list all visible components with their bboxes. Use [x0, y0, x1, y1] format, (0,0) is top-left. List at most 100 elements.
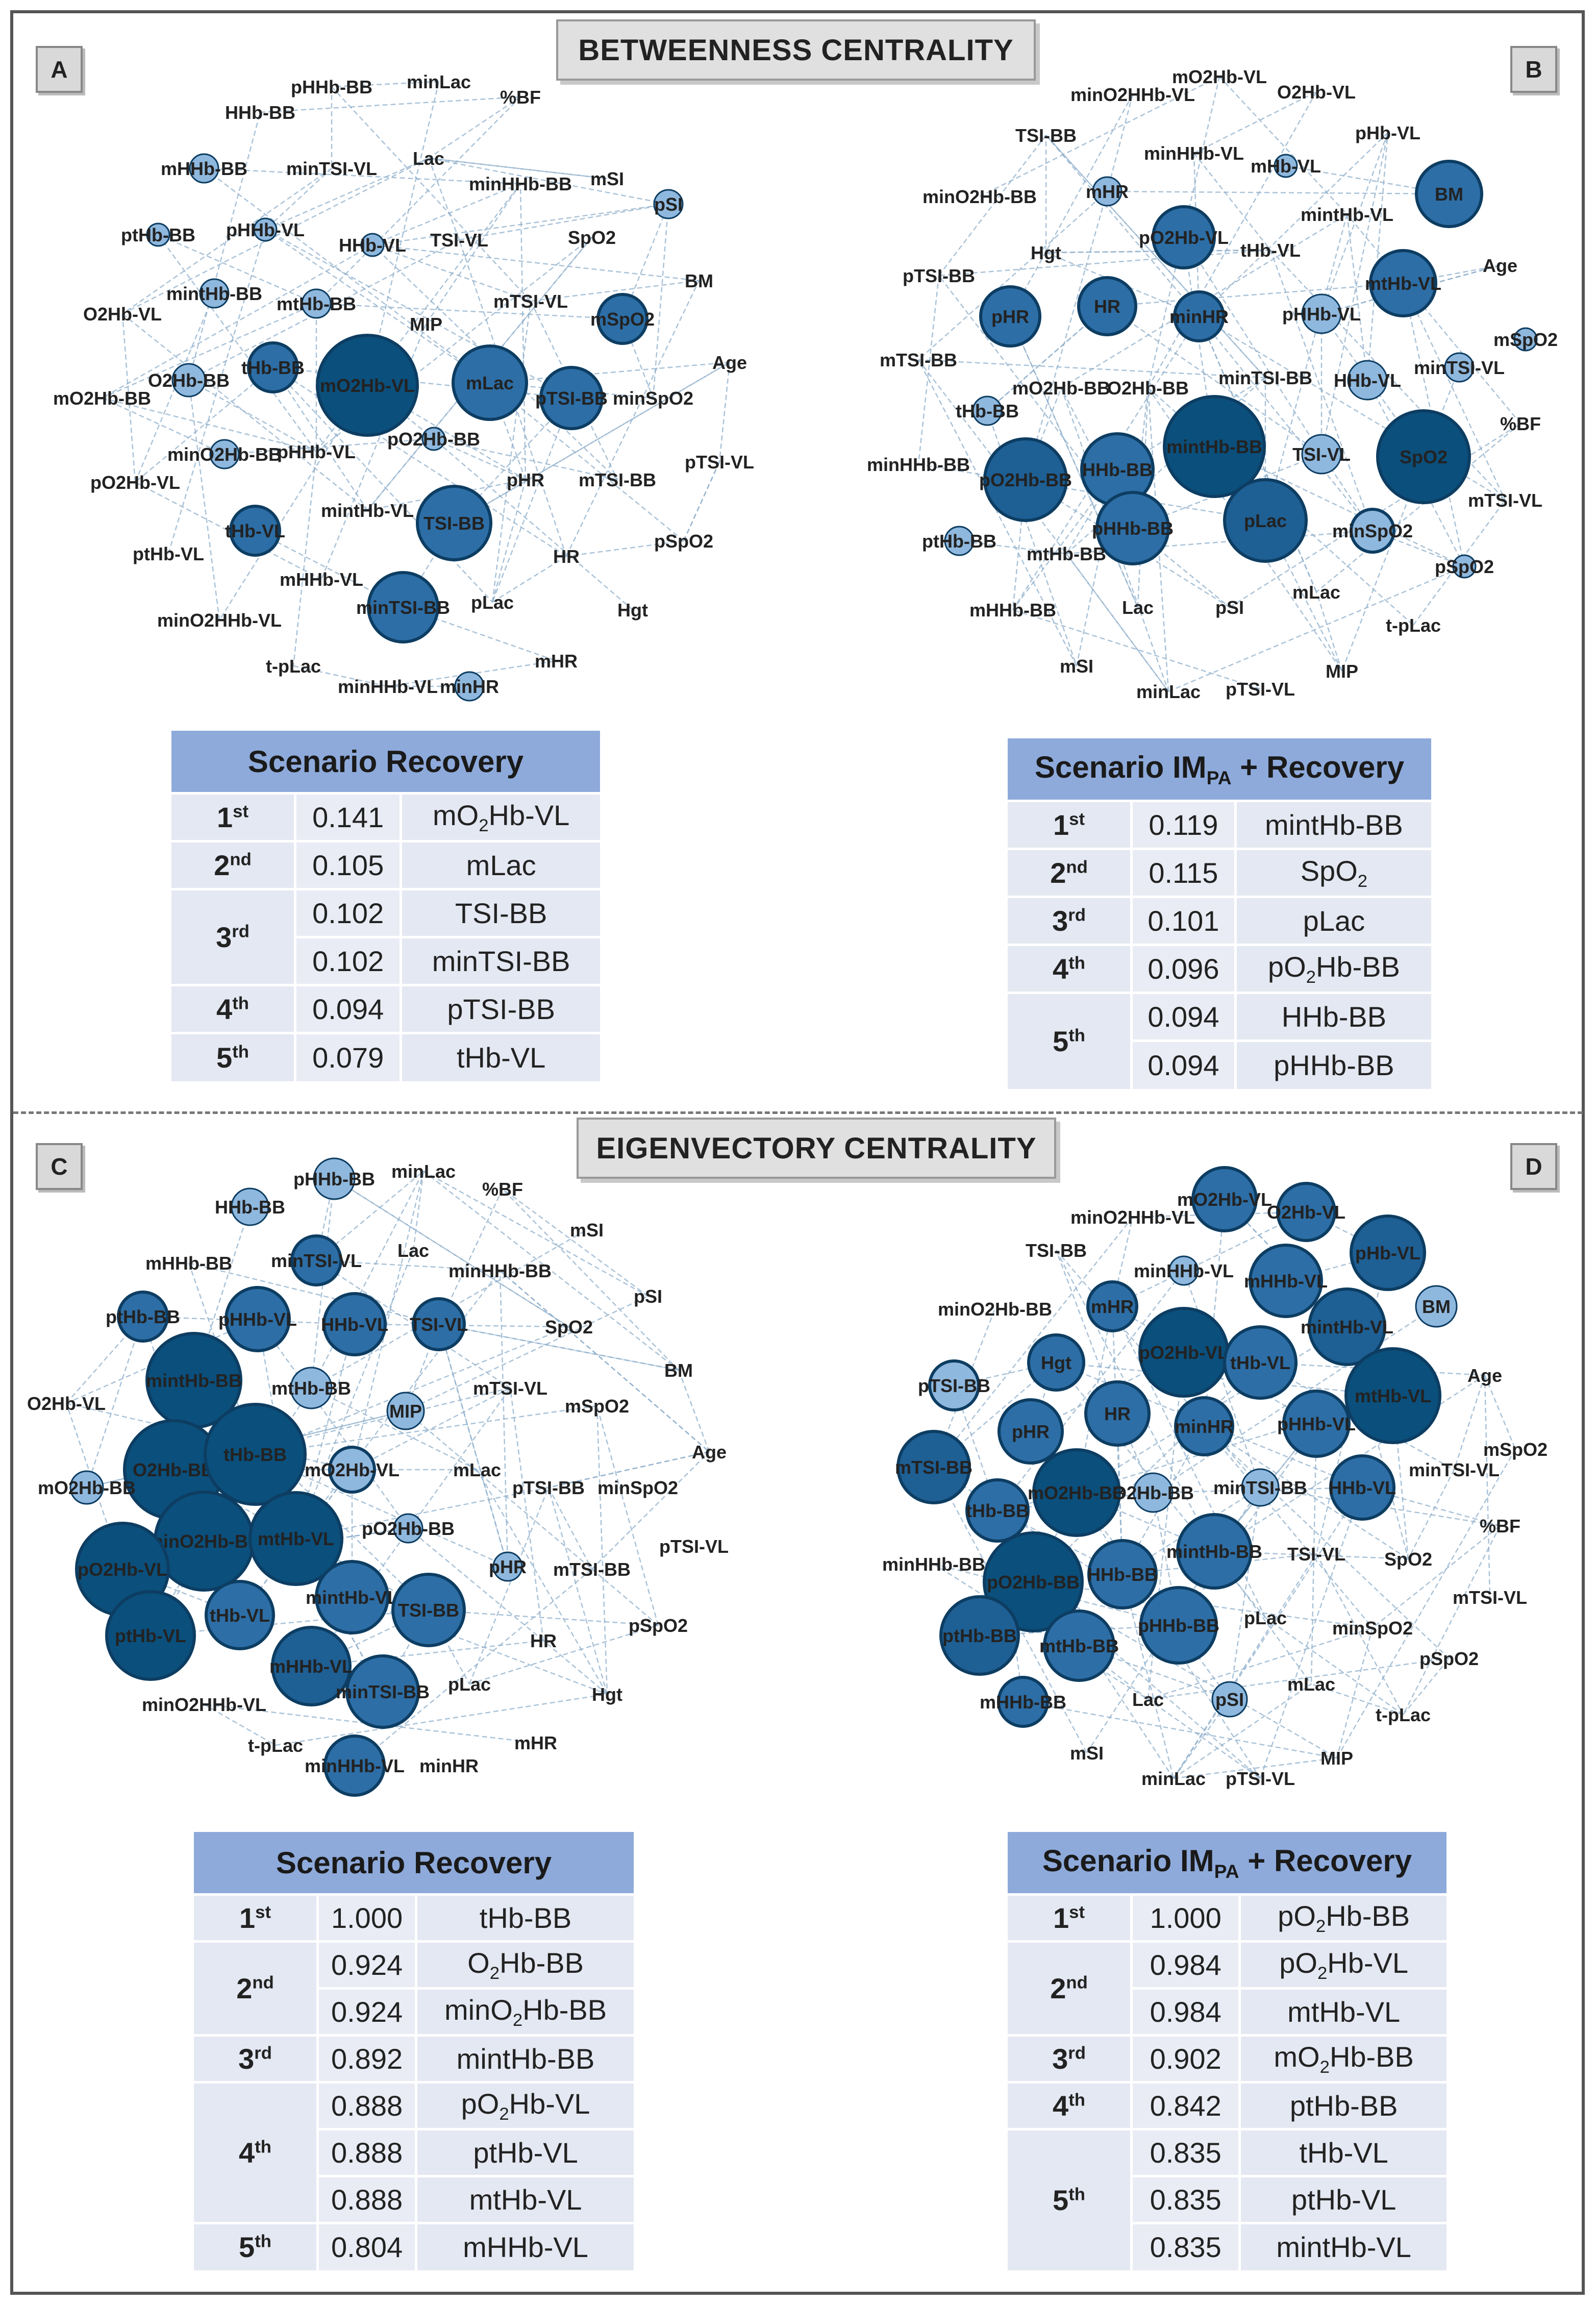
node-label: mSpO2	[1483, 1439, 1548, 1460]
value-cell: 0.924	[316, 1987, 416, 2036]
edge	[102, 397, 317, 453]
rank-cell: 5th	[1008, 2128, 1132, 2270]
section-divider	[13, 1111, 1583, 1114]
node-mo2hb-bb	[1032, 1448, 1121, 1537]
node-mip	[386, 1392, 425, 1430]
node-label: HHb-VL	[1329, 1477, 1396, 1498]
variable-name: ptHb-VL	[473, 2137, 578, 2169]
node-label: pTSI-VL	[685, 452, 754, 473]
node-phr	[997, 1398, 1064, 1465]
edge	[1199, 132, 1388, 317]
edge	[1045, 135, 1266, 378]
node-label: Lac	[413, 148, 444, 169]
node-label: minO2Hb-BB	[167, 444, 282, 465]
edge	[1204, 1426, 1373, 1628]
table-betweenness-recovery: Scenario Recovery 1st 0.141 mO2Hb-VL 2nd 0.1…	[171, 731, 600, 1081]
rank-cell: 5th	[171, 1032, 295, 1081]
node-label: mHHb-BB	[969, 600, 1056, 621]
variable-name: minTSI-BB	[432, 945, 570, 977]
node-label: pHR	[1012, 1421, 1050, 1442]
node-label: tHb-BB	[956, 401, 1019, 422]
node-pthb-bb	[117, 1291, 169, 1343]
edge	[933, 1217, 1133, 1468]
node-label: HHb-BB	[1082, 459, 1153, 480]
edge	[316, 303, 623, 320]
node-mhr	[1092, 176, 1123, 207]
edge	[316, 1259, 501, 1272]
node-label: pO2Hb-BB	[387, 429, 480, 450]
edge	[1132, 1211, 1307, 1218]
node-label: mO2Hb-VL	[1172, 66, 1267, 87]
edge	[224, 438, 434, 455]
value-cell: 0.835	[1130, 2222, 1240, 2270]
node-thb-bb	[247, 341, 299, 393]
node-thb-vl	[205, 1580, 275, 1650]
variable-cell: TSI-BB	[400, 888, 600, 937]
edge	[405, 1295, 649, 1412]
value-cell: 0.892	[316, 2034, 416, 2083]
edge	[316, 183, 521, 452]
edge	[1183, 1270, 1261, 1488]
variable-cell: ptHb-VL	[415, 2128, 634, 2176]
rank-number: 2	[1050, 857, 1066, 889]
variable-suffix: Hb-BB	[1315, 950, 1400, 983]
edge	[621, 318, 654, 399]
node-minhr	[454, 671, 485, 702]
node-bm	[1415, 1285, 1458, 1328]
edge	[311, 1640, 544, 1667]
node-label: pTSI-BB	[512, 1477, 585, 1498]
edge	[1453, 1375, 1486, 1470]
edge	[530, 280, 700, 302]
node-label: minTSI-BB	[1218, 367, 1312, 388]
value-cell: 1.000	[316, 1893, 416, 1942]
node-label: mtHb-BB	[271, 1378, 351, 1399]
rank-cell: 4th	[194, 2081, 318, 2223]
edge	[596, 1405, 659, 1626]
node-po2hb-bb	[393, 1513, 423, 1544]
node-label: minLac	[407, 71, 471, 92]
node-label: BM	[1435, 184, 1463, 205]
edge	[372, 183, 521, 246]
node-label: minTSI-BB	[336, 1681, 430, 1702]
node-label: mHR	[514, 1732, 557, 1753]
table-row: 5th 0.079 tHb-VL	[171, 1032, 600, 1081]
edge	[372, 244, 531, 302]
node-phhb-vl	[225, 1286, 291, 1352]
edge	[1204, 1426, 1450, 1659]
node-label: pHHb-VL	[1282, 304, 1361, 325]
node-hhb-vl	[1329, 1454, 1395, 1521]
table-betweenness-impa-recovery: Scenario IMPA + Recovery 1st 0.119 mintHb-…	[1008, 738, 1431, 1089]
rank-suffix: nd	[230, 850, 252, 870]
variable-cell: mintHb-BB	[415, 2034, 634, 2083]
variable-cell: HHb-BB	[1234, 992, 1431, 1041]
node-label: pTSI-VL	[1226, 679, 1295, 700]
node-label: minTSI-VL	[1409, 1459, 1500, 1480]
node-label: HR	[553, 546, 580, 567]
node-label: SpO2	[1384, 1549, 1432, 1570]
edge	[188, 112, 261, 381]
node-label: pLac	[1244, 510, 1287, 531]
edge	[1403, 1658, 1450, 1715]
variable-subscript: 2	[1317, 1964, 1328, 1984]
table-row: 2nd 0.105 mLac	[171, 840, 600, 889]
node-label: mTSI-BB	[880, 350, 957, 370]
node-label: mO2Hb-BB	[53, 388, 151, 409]
node-label: mSI	[590, 168, 624, 189]
node-label: pSI	[1215, 597, 1244, 618]
node-label: minHHb-VL	[1144, 143, 1244, 164]
table-title-sub: PA	[1214, 1860, 1239, 1882]
node-label: TSI-VL	[410, 1314, 468, 1335]
rank-number: 5	[239, 2231, 255, 2264]
rank-suffix: th	[1068, 2185, 1085, 2204]
edge	[492, 555, 567, 603]
rank-cell: 3rd	[1008, 896, 1132, 945]
table-row: 0.835 mintHb-VL	[1008, 2222, 1447, 2270]
node-label: Hgt	[617, 600, 648, 621]
variable-cell: mO2Hb-VL	[400, 792, 600, 841]
edge	[489, 382, 684, 541]
node-label: HR	[530, 1630, 557, 1651]
variable-subscript: 2	[1357, 872, 1368, 891]
value-cell: 0.902	[1130, 2034, 1240, 2083]
edge	[1260, 1361, 1485, 1376]
edge	[408, 1528, 544, 1641]
